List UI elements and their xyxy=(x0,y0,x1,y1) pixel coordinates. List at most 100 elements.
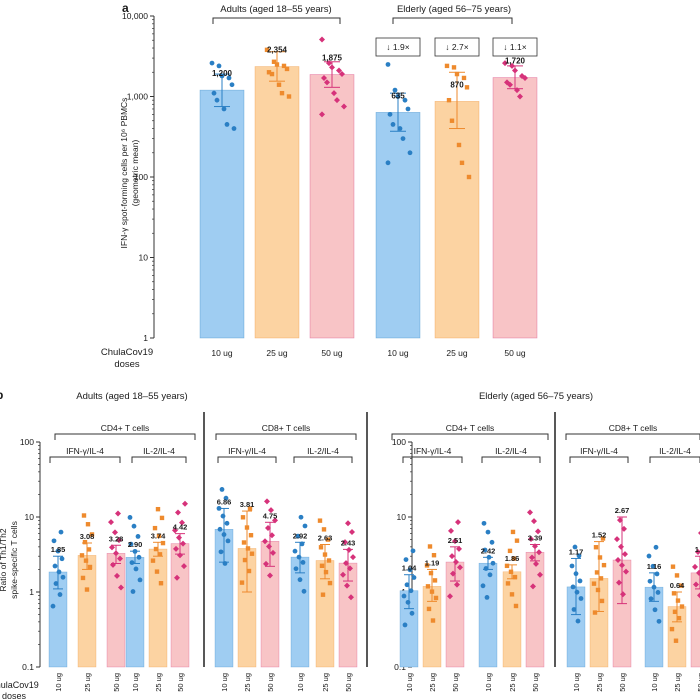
panel-a-data-point xyxy=(400,136,406,141)
panel-a-bar xyxy=(254,66,300,339)
doses-label-b-line2: doses xyxy=(2,691,27,700)
panel-b-adults-cd4-il2-data-point xyxy=(172,527,178,534)
panel-b-elderly-cd8-ifn-data-point xyxy=(614,536,620,543)
panel-b-elderly-cd8-il2-data-point xyxy=(653,544,659,550)
panel-b-elderly-cd8-ifn-data-point xyxy=(577,578,583,584)
panel-b-elderly-cd8-ifn-data-point xyxy=(620,591,626,598)
panel-b-elderly-cd4-il2-data-point xyxy=(486,554,492,560)
panel-b-elderly-cd4-il2-data-point xyxy=(529,554,535,561)
panel-b-elderly-cd8-ifn-data-point xyxy=(601,562,607,568)
panel-b-elderly-cd8-ifn-data-point xyxy=(593,545,599,550)
panel-a-x-tick-label: 25 ug xyxy=(446,348,468,358)
group-elderly-title-a: Elderly (aged 56–75 years) xyxy=(397,4,511,15)
chart-marks: 1 10 100 1,000 10,000 1,200 10 ug 2,354 25 ug 1,8… xyxy=(20,11,700,692)
panel-a-data-point xyxy=(385,160,391,166)
panel-b-adults-cd8-ifn-data-point xyxy=(244,525,250,530)
panel-b-elderly-cd4-ifn-data-point xyxy=(432,578,438,583)
elderly-cd8-label: CD8+ T cells xyxy=(609,423,658,433)
panel-b-adults-cd8-ifn-data-point xyxy=(246,568,252,574)
panel-b-adults-cd8-ifn-data-point xyxy=(218,549,224,555)
fold-change-label: ↓ 2.7× xyxy=(445,42,468,52)
panel-b-elderly-cd8-il2-data-point xyxy=(674,573,680,578)
panel-a-data-point xyxy=(339,71,345,78)
panel-b-adults-cd4-ifn-data-point xyxy=(58,529,64,535)
panel-b-elderly-cd4-ifn-data-point xyxy=(401,593,407,599)
panel-b-adults-cd8-il2-data-point xyxy=(292,548,298,554)
panel-a-data-point xyxy=(390,122,396,127)
panel-a-data-point xyxy=(334,97,340,104)
panel-b-adults-cd8-il2-bar xyxy=(290,556,310,668)
panel-b-adults-cd4-il2-data-point xyxy=(152,525,158,531)
panel-b-elderly-cd4-il2-data-point xyxy=(482,547,488,553)
panel-a-x-tick-label: 50 ug xyxy=(504,348,526,358)
panel-a-data-point xyxy=(271,59,277,64)
panel-b-adults-cd8-ifn-data-point xyxy=(222,561,228,566)
panel-b-elderly-cd8-il2-data-point xyxy=(650,563,656,569)
panel-b-elderly-cd8-ifn-data-point xyxy=(597,555,603,560)
panel-b-elderly-cd8-ifn-value-label: 1.52 xyxy=(592,531,607,540)
panel-a-value-label: 635 xyxy=(391,91,405,100)
panel-b-elderly-cd4-ifn-data-point xyxy=(410,548,416,554)
panel-b-elderly-cd4-ifn-data-point xyxy=(402,622,408,628)
group-elderly-title-b: Elderly (aged 56–75 years) xyxy=(479,391,593,402)
panel-a-data-point xyxy=(336,67,342,74)
panel-b-adults-cd4-il2-data-point xyxy=(174,574,180,581)
panel-b-elderly-cd8-ifn-data-point xyxy=(600,536,606,541)
panel-b-elderly-cd8-ifn-data-point xyxy=(621,525,627,532)
panel-b-elderly-y-tick-label: 10 xyxy=(397,512,407,522)
panel-b-elderly-cd8-il2-data-point xyxy=(693,581,699,588)
panel-b-adults-cd4-ifn-x-tick-label: 10 ug xyxy=(54,673,63,692)
panel-b-adults-cd8-il2-data-point xyxy=(319,563,325,568)
doses-label-a-line1: ChulaCov19 xyxy=(101,347,153,358)
panel-b-adults-cd8-il2-x-tick-label: 50 ug xyxy=(344,673,353,692)
panel-a-data-point xyxy=(274,62,280,67)
panel-b-adults-cd4-ifn-data-point xyxy=(80,575,86,581)
panel-a-elderly-bracket xyxy=(392,17,513,24)
panel-a-data-point xyxy=(319,36,325,43)
panel-b-adults-cd8-il2-data-point xyxy=(298,514,304,520)
panel-b-adults-cd4-il2-data-point xyxy=(158,581,164,586)
panel-b-adults-cd8-il2-data-point xyxy=(327,580,333,586)
panel-b-elderly-cd8-il2-value-label: 1.8 xyxy=(695,545,700,554)
panel-b-elderly-cd4-il2-data-point xyxy=(481,520,487,526)
panel-b-adults-cd8-ifn-data-point xyxy=(265,525,271,532)
panel-b-adults-cd8-ifn-x-tick-label: 10 ug xyxy=(220,673,229,692)
elderly-cd8-il2-label: IL-2/IL-4 xyxy=(659,446,691,456)
panel-b-adults-cd8-ifn-data-point xyxy=(242,557,248,563)
panel-b-elderly-cd8-il2-data-point xyxy=(673,638,679,643)
panel-b-elderly-cd8-ifn-data-point xyxy=(571,607,577,612)
panel-b-elderly-cd4-ifn-data-point xyxy=(405,599,411,605)
panel-b-adults-cd4-il2-bar xyxy=(125,557,145,668)
panel-a-data-point xyxy=(281,63,287,69)
panel-b-adults-cd4-il2-data-point xyxy=(176,534,182,541)
panel-a-data-point xyxy=(517,93,523,100)
panel-b-label: b xyxy=(0,388,3,402)
panel-b-adults-cd4-il2-data-point xyxy=(159,515,165,521)
panel-a-value-label: 2,354 xyxy=(267,46,288,55)
panel-a-data-point xyxy=(509,62,515,69)
panel-b-elderly-cd8-il2-data-point xyxy=(672,609,678,615)
panel-b-elderly-cd4-il2-x-tick-label: 25 ug xyxy=(508,673,517,692)
panel-b-elderly-cd8-il2-data-point xyxy=(675,598,681,603)
panel-b-adults-cd4-ifn-data-point xyxy=(115,510,121,517)
panel-b-adults-cd4-il2-data-point xyxy=(173,545,179,552)
panel-b-adults-cd8-il2-data-point xyxy=(345,520,351,527)
panel-a-data-point xyxy=(387,111,393,117)
panel-b-adults-y-tick-label: 100 xyxy=(20,437,34,447)
panel-b-adults-cd8-il2-data-point xyxy=(318,545,324,550)
panel-b-elderly-cd8-ifn-data-point xyxy=(622,551,628,558)
panel-b-elderly-cd8-il2-data-point xyxy=(656,618,662,624)
panel-b-elderly-cd8-il2-data-point xyxy=(646,553,652,559)
panel-b-elderly-cd8-il2-data-point xyxy=(696,569,700,576)
panel-b-elderly-y-tick-label: 100 xyxy=(392,437,406,447)
panel-b-adults-cd8-ifn-data-point xyxy=(220,513,226,519)
fold-change-box xyxy=(375,37,421,57)
panel-b-adults-cd8-ifn-data-point xyxy=(263,560,269,567)
panel-b-elderly-cd4-ifn-data-point xyxy=(453,559,459,566)
panel-b-adults-cd8-il2-x-tick-label: 10 ug xyxy=(296,673,305,692)
panel-b-elderly-cd4-il2-data-point xyxy=(505,581,511,586)
panel-a-data-point xyxy=(385,62,391,67)
adults-cd4-label: CD4+ T cells xyxy=(101,423,150,433)
panel-b-adults-cd8-il2-data-point xyxy=(325,537,331,542)
panel-b-elderly-cd4-ifn-value-label: 2.51 xyxy=(448,536,463,545)
